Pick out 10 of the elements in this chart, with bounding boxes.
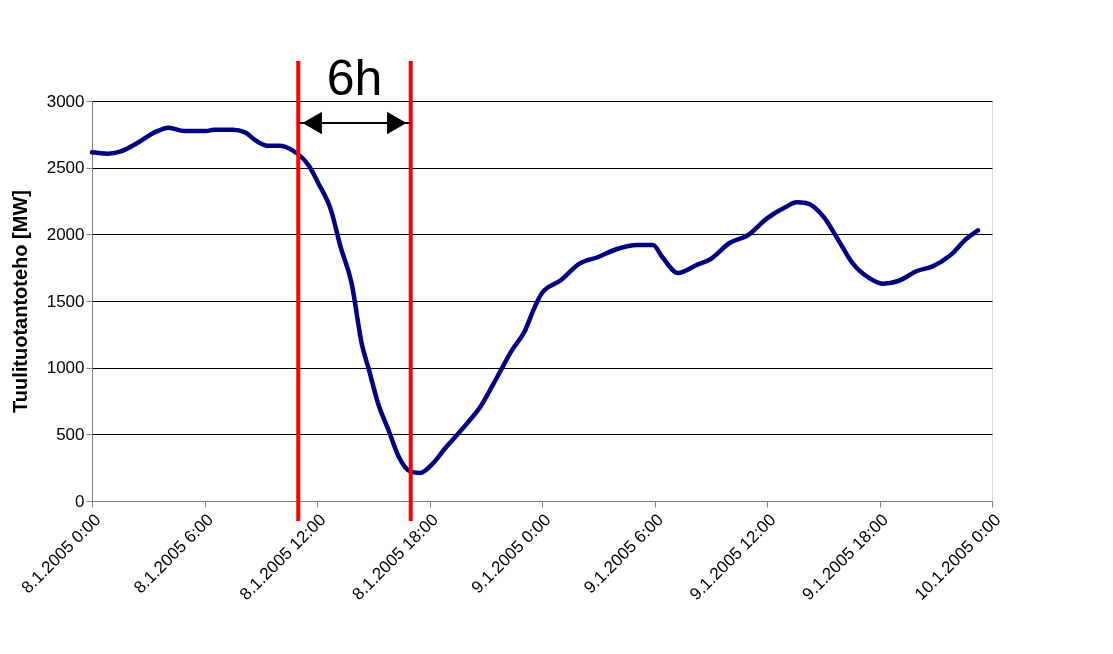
- y-tick-label: 2000: [46, 224, 85, 244]
- y-tick-label: 2500: [46, 158, 85, 178]
- y-tick-label: 1500: [46, 291, 85, 311]
- y-tick-label: 1000: [46, 358, 85, 378]
- y-tick-label: 0: [75, 491, 85, 511]
- y-tick-label: 3000: [46, 91, 85, 111]
- line-series: [89, 125, 981, 476]
- annotation: 6h: [326, 50, 383, 106]
- y-tick-label: 500: [56, 424, 85, 444]
- y-axis-title: Tuulituotantoteho [MW]: [8, 190, 31, 413]
